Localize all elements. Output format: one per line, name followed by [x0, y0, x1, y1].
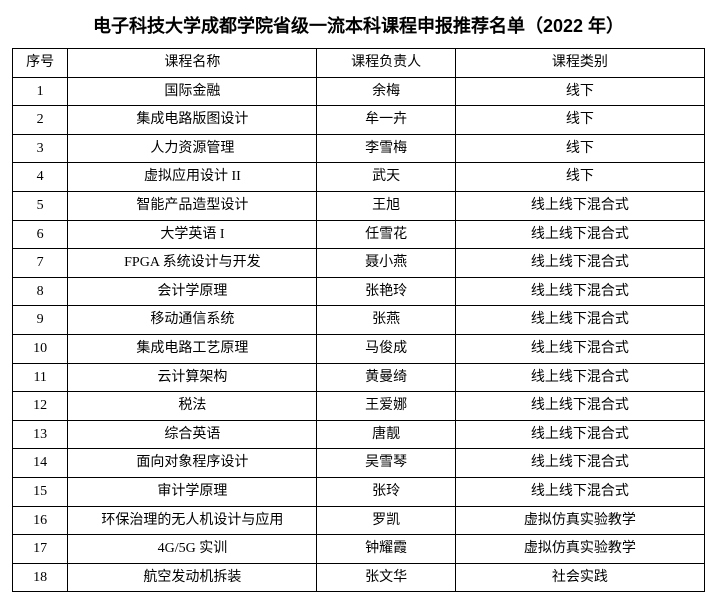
table-cell: 综合英语: [68, 420, 317, 449]
table-cell: 会计学原理: [68, 277, 317, 306]
table-cell: 17: [13, 535, 68, 564]
table-cell: 王旭: [317, 191, 455, 220]
course-table: 序号 课程名称 课程负责人 课程类别 1国际金融余梅线下2集成电路版图设计牟一卉…: [12, 48, 705, 592]
table-row: 8会计学原理张艳玲线上线下混合式: [13, 277, 705, 306]
table-cell: 1: [13, 77, 68, 106]
table-cell: 线上线下混合式: [455, 392, 704, 421]
table-cell: 11: [13, 363, 68, 392]
table-cell: 4G/5G 实训: [68, 535, 317, 564]
table-row: 1国际金融余梅线下: [13, 77, 705, 106]
table-cell: 武天: [317, 163, 455, 192]
table-cell: 6: [13, 220, 68, 249]
table-cell: 16: [13, 506, 68, 535]
table-row: 9移动通信系统张燕线上线下混合式: [13, 306, 705, 335]
table-cell: 虚拟仿真实验教学: [455, 535, 704, 564]
table-cell: 社会实践: [455, 563, 704, 592]
table-row: 12税法王爱娜线上线下混合式: [13, 392, 705, 421]
table-row: 3人力资源管理李雪梅线下: [13, 134, 705, 163]
table-cell: 5: [13, 191, 68, 220]
table-cell: 3: [13, 134, 68, 163]
table-cell: 航空发动机拆装: [68, 563, 317, 592]
table-cell: 大学英语 I: [68, 220, 317, 249]
table-row: 7FPGA 系统设计与开发聂小燕线上线下混合式: [13, 249, 705, 278]
table-row: 14面向对象程序设计吴雪琴线上线下混合式: [13, 449, 705, 478]
table-cell: 虚拟仿真实验教学: [455, 506, 704, 535]
col-header-course-name: 课程名称: [68, 49, 317, 78]
table-cell: 聂小燕: [317, 249, 455, 278]
table-cell: 线上线下混合式: [455, 420, 704, 449]
table-row: 18航空发动机拆装张文华社会实践: [13, 563, 705, 592]
table-cell: 线上线下混合式: [455, 477, 704, 506]
table-cell: 线上线下混合式: [455, 449, 704, 478]
table-cell: 钟耀霞: [317, 535, 455, 564]
table-cell: 国际金融: [68, 77, 317, 106]
table-cell: 4: [13, 163, 68, 192]
table-cell: 黄曼绮: [317, 363, 455, 392]
table-row: 11云计算架构黄曼绮线上线下混合式: [13, 363, 705, 392]
table-cell: 环保治理的无人机设计与应用: [68, 506, 317, 535]
table-cell: 线上线下混合式: [455, 249, 704, 278]
table-cell: 云计算架构: [68, 363, 317, 392]
table-cell: 12: [13, 392, 68, 421]
table-cell: 李雪梅: [317, 134, 455, 163]
col-header-index: 序号: [13, 49, 68, 78]
table-cell: 集成电路版图设计: [68, 106, 317, 135]
table-cell: 王爱娜: [317, 392, 455, 421]
table-row: 16环保治理的无人机设计与应用罗凯虚拟仿真实验教学: [13, 506, 705, 535]
table-cell: 18: [13, 563, 68, 592]
table-cell: 马俊成: [317, 334, 455, 363]
table-cell: 线上线下混合式: [455, 306, 704, 335]
table-body: 1国际金融余梅线下2集成电路版图设计牟一卉线下3人力资源管理李雪梅线下4虚拟应用…: [13, 77, 705, 592]
table-cell: 线上线下混合式: [455, 191, 704, 220]
table-cell: 线下: [455, 106, 704, 135]
table-cell: 余梅: [317, 77, 455, 106]
table-cell: 张文华: [317, 563, 455, 592]
table-cell: 线上线下混合式: [455, 277, 704, 306]
table-cell: 人力资源管理: [68, 134, 317, 163]
table-cell: 吴雪琴: [317, 449, 455, 478]
col-header-type: 课程类别: [455, 49, 704, 78]
table-cell: 9: [13, 306, 68, 335]
table-cell: 线下: [455, 163, 704, 192]
table-row: 13综合英语唐靓线上线下混合式: [13, 420, 705, 449]
table-cell: 线上线下混合式: [455, 363, 704, 392]
table-cell: FPGA 系统设计与开发: [68, 249, 317, 278]
table-row: 10集成电路工艺原理马俊成线上线下混合式: [13, 334, 705, 363]
table-header-row: 序号 课程名称 课程负责人 课程类别: [13, 49, 705, 78]
table-cell: 线下: [455, 134, 704, 163]
table-cell: 张燕: [317, 306, 455, 335]
table-row: 5智能产品造型设计王旭线上线下混合式: [13, 191, 705, 220]
table-cell: 14: [13, 449, 68, 478]
table-row: 6大学英语 I任雪花线上线下混合式: [13, 220, 705, 249]
table-cell: 智能产品造型设计: [68, 191, 317, 220]
table-cell: 集成电路工艺原理: [68, 334, 317, 363]
table-cell: 2: [13, 106, 68, 135]
table-cell: 虚拟应用设计 II: [68, 163, 317, 192]
table-cell: 税法: [68, 392, 317, 421]
table-cell: 7: [13, 249, 68, 278]
table-row: 15审计学原理张玲线上线下混合式: [13, 477, 705, 506]
table-cell: 线下: [455, 77, 704, 106]
table-cell: 10: [13, 334, 68, 363]
table-cell: 面向对象程序设计: [68, 449, 317, 478]
table-cell: 牟一卉: [317, 106, 455, 135]
table-cell: 8: [13, 277, 68, 306]
table-cell: 唐靓: [317, 420, 455, 449]
table-cell: 张玲: [317, 477, 455, 506]
col-header-person: 课程负责人: [317, 49, 455, 78]
table-row: 2集成电路版图设计牟一卉线下: [13, 106, 705, 135]
table-cell: 线上线下混合式: [455, 334, 704, 363]
page-title: 电子科技大学成都学院省级一流本科课程申报推荐名单（2022 年）: [12, 12, 705, 38]
table-cell: 13: [13, 420, 68, 449]
table-cell: 15: [13, 477, 68, 506]
table-row: 4虚拟应用设计 II武天线下: [13, 163, 705, 192]
table-cell: 罗凯: [317, 506, 455, 535]
table-cell: 张艳玲: [317, 277, 455, 306]
table-row: 174G/5G 实训钟耀霞虚拟仿真实验教学: [13, 535, 705, 564]
table-cell: 移动通信系统: [68, 306, 317, 335]
table-cell: 审计学原理: [68, 477, 317, 506]
table-cell: 线上线下混合式: [455, 220, 704, 249]
table-cell: 任雪花: [317, 220, 455, 249]
